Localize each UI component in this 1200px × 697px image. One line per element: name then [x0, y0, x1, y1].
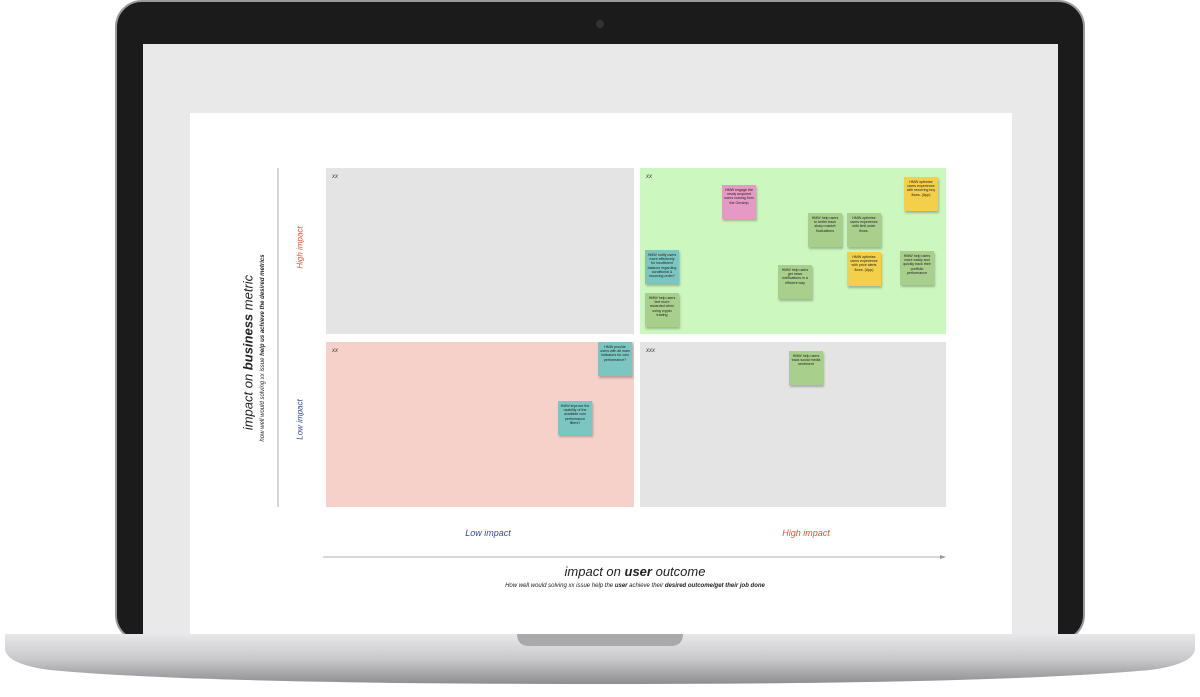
x-high-label: High impact: [782, 528, 830, 538]
y-high-label: High impact: [295, 226, 305, 269]
x-axis-title: impact on user outcome: [435, 564, 835, 579]
quadrant: xx: [326, 168, 634, 334]
sticky-note: HMW optimise users experience with price…: [847, 252, 881, 286]
sticky-note: HMW engage the newly acquired users comi…: [722, 185, 756, 219]
camera: [596, 20, 604, 28]
quadrant-label: xx: [332, 174, 338, 180]
quadrant: xx HMW engage the newly acquired users c…: [640, 168, 946, 334]
text: help us achieve the desired metrics: [260, 254, 266, 356]
sticky-note: HMW help users more easily and quickly t…: [900, 251, 934, 285]
sticky-note: HMW help users track social media sentim…: [789, 351, 823, 385]
text: achieve their: [627, 583, 665, 589]
sticky-note: HMW notify users more effectively for in…: [645, 250, 679, 284]
sticky-note: HMW improve the usability of the availab…: [558, 401, 592, 435]
text: outcome: [651, 564, 706, 579]
notch: [517, 634, 683, 646]
text: how well would solving xx issue: [260, 355, 266, 442]
x-low-label: Low impact: [465, 528, 511, 538]
y-axis-subtitle: how well would solving xx issue help us …: [260, 198, 266, 498]
text: user: [614, 583, 628, 589]
sticky-note: HMW optimise users experience with recur…: [904, 177, 938, 211]
quadrant-label: xx: [646, 174, 652, 180]
text: How well would solving xx issue help the: [505, 583, 615, 589]
text: impact on: [564, 564, 625, 579]
sticky-note: HMW optimise users experience with limit…: [847, 213, 881, 247]
x-axis-subtitle: How well would solving xx issue help the…: [385, 583, 885, 589]
text: business: [240, 313, 256, 371]
text: impact on: [240, 370, 256, 431]
text: user: [624, 564, 652, 579]
quadrant-label: xxx: [646, 348, 655, 354]
sticky-note: HMW provide users with all main indicato…: [598, 342, 632, 376]
quadrant: xx HMW provide users with all main indic…: [326, 342, 634, 507]
sticky-note: HMW help users to better track sharp mar…: [808, 213, 842, 247]
text: desired outcome/get their job done: [664, 583, 765, 589]
laptop-base: [5, 634, 1195, 684]
quadrant: xxx HMW help users track social media se…: [640, 342, 946, 507]
text: metric: [240, 274, 256, 314]
y-low-label: Low impact: [295, 399, 305, 440]
quadrant-label: xx: [332, 348, 338, 354]
sticky-note: HMW help users get news notifications in…: [778, 265, 812, 299]
sticky-note: HMW help users feel more rewarded when u…: [645, 293, 679, 327]
x-axis-arrow: [940, 555, 946, 559]
y-axis-title: impact on business metric: [241, 253, 256, 453]
